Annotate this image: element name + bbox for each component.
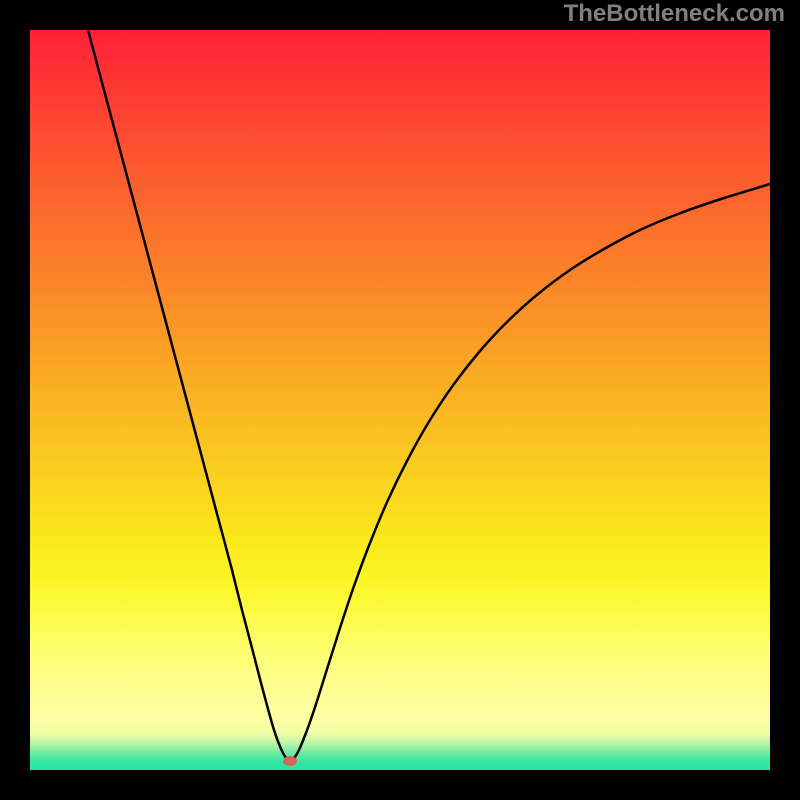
chart-svg <box>30 30 770 770</box>
minimum-marker <box>283 756 297 766</box>
chart-outer-frame: TheBottleneck.com <box>0 0 800 800</box>
plot-area <box>30 30 770 770</box>
watermark-text: TheBottleneck.com <box>564 0 785 28</box>
chart-background-gradient <box>30 30 770 770</box>
